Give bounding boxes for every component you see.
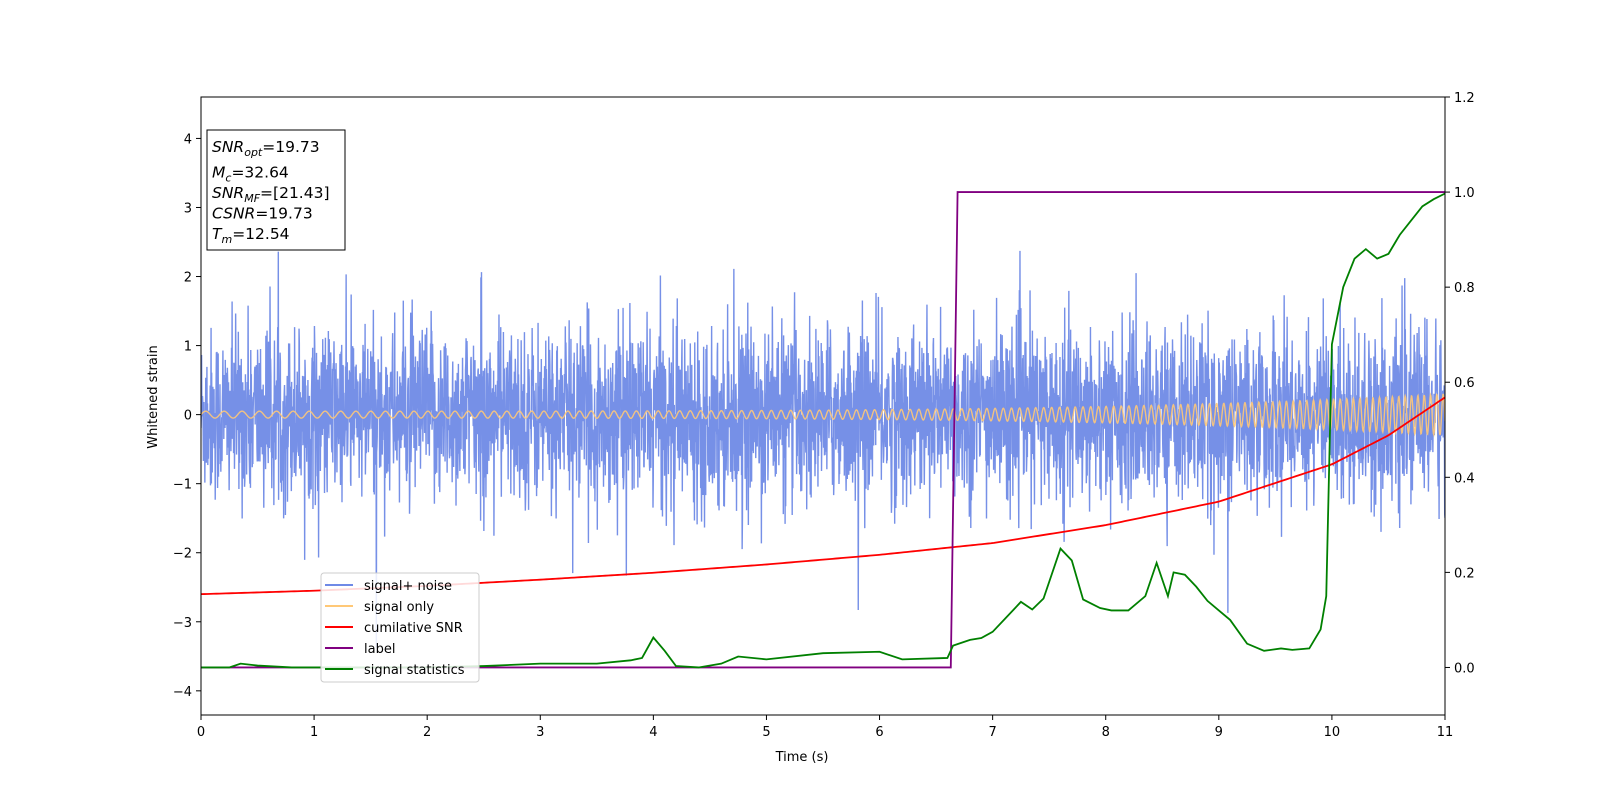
y-left-tick-label: −4	[173, 685, 192, 700]
y-left-tick-label: −1	[173, 478, 192, 493]
y-left-tick-label: −2	[173, 547, 192, 562]
x-tick-label: 7	[988, 725, 996, 740]
y-right-tick-label: 0.8	[1454, 281, 1475, 296]
x-tick-label: 11	[1437, 725, 1454, 740]
x-tick-label: 1	[310, 725, 318, 740]
info-box-line: SNRMF=[21.43]	[212, 184, 330, 205]
x-tick-label: 2	[423, 725, 431, 740]
y-right-tick-label: 0.6	[1454, 376, 1475, 391]
series-signal-statistics-line	[201, 192, 1445, 669]
x-tick-label: 3	[536, 725, 544, 740]
y-left-tick-label: 2	[184, 271, 192, 286]
info-box-line: Tm=12.54	[212, 225, 290, 246]
info-box-line: CSNR=19.73	[212, 205, 313, 223]
info-box-frame	[206, 129, 346, 251]
info-box: SNRopt=19.73 Mc=32.64SNRMF=[21.43]CSNR=19…	[206, 129, 346, 251]
info-box-line: Mc=32.64	[212, 164, 289, 185]
legend-label: cumilative SNR	[364, 621, 463, 636]
series-label-line	[201, 191, 1445, 669]
series-signal-only-line	[201, 392, 1445, 438]
legend-label: signal only	[364, 600, 434, 615]
y-left-tick-label: 1	[184, 340, 192, 355]
x-tick-label: 5	[762, 725, 770, 740]
y-right-tick-label: 0.2	[1454, 566, 1475, 581]
x-tick-label: 4	[649, 725, 657, 740]
legend: signal+ noise signal only cumilative SNR la…	[320, 572, 480, 683]
y-right-tick-label: 1.2	[1454, 91, 1475, 106]
y-axis-label: Whitened strain	[146, 345, 161, 448]
legend-label: label	[364, 642, 395, 657]
info-box-line: SNRopt=19.73	[212, 138, 320, 159]
x-tick-label: 9	[1215, 725, 1223, 740]
legend-label: signal+ noise	[364, 579, 452, 594]
plot-frame	[200, 96, 1446, 716]
x-tick-label: 10	[1324, 725, 1341, 740]
y-right-tick-label: 0.0	[1454, 661, 1475, 676]
axes: 0 1 2 3 4 5 6 7 8 9 10 11 −4 −3 −2 −1 0 1 2 3 4 0.0 0.2 0.4 0.6 0…	[173, 91, 1475, 740]
y-left-tick-label: 0	[184, 409, 192, 424]
y-left-tick-label: −3	[173, 616, 192, 631]
x-tick-label: 8	[1102, 725, 1110, 740]
legend-label: signal statistics	[364, 663, 465, 678]
y-right-tick-label: 1.0	[1454, 186, 1475, 201]
y-left-tick-label: 4	[184, 132, 192, 147]
y-left-tick-label: 3	[184, 201, 192, 216]
x-tick-label: 0	[197, 725, 205, 740]
x-axis-label: Time (s)	[775, 750, 829, 765]
y-right-tick-label: 0.4	[1454, 471, 1475, 486]
legend-frame	[320, 572, 480, 683]
x-tick-label: 6	[875, 725, 883, 740]
